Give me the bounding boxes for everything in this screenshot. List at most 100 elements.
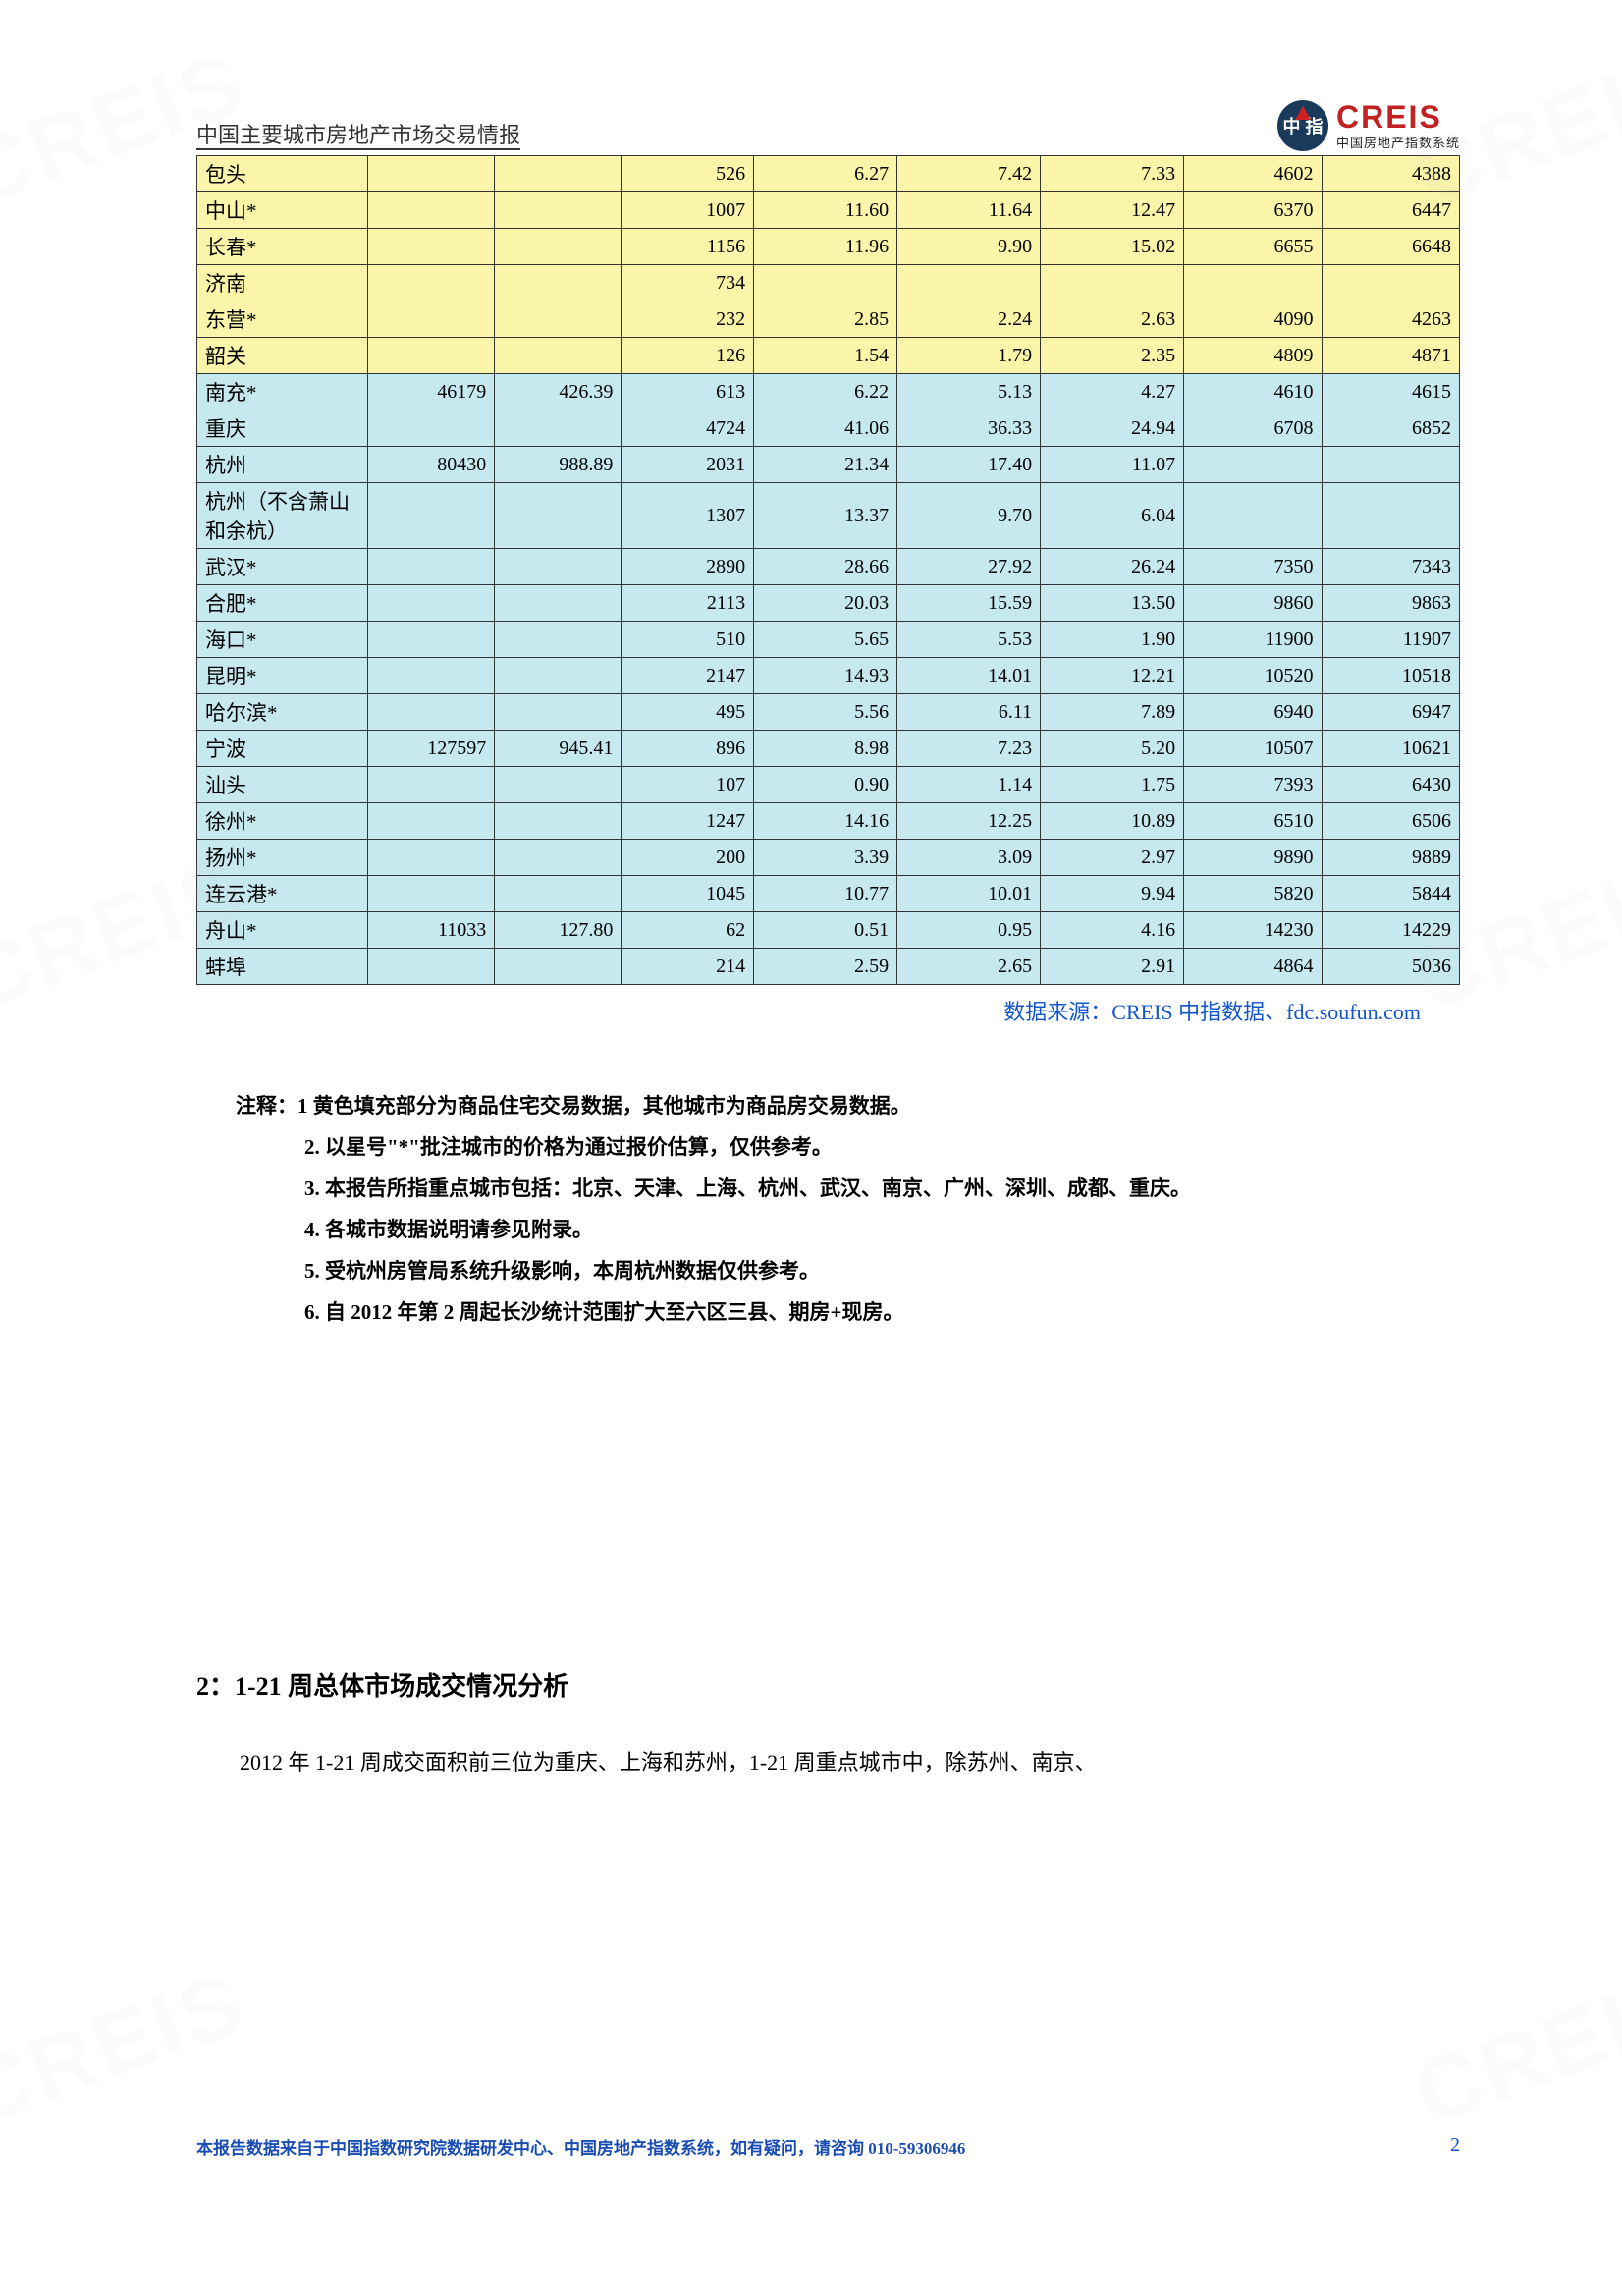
data-cell: 7393 xyxy=(1184,767,1322,803)
data-cell: 14.01 xyxy=(897,658,1041,694)
data-cell xyxy=(368,803,495,840)
data-cell: 9860 xyxy=(1184,585,1322,622)
data-cell: 510 xyxy=(622,622,754,658)
data-cell: 0.90 xyxy=(754,767,897,803)
data-cell: 2.63 xyxy=(1041,301,1184,338)
data-cell: 7.42 xyxy=(897,156,1041,192)
data-cell: 9.90 xyxy=(897,229,1041,265)
table-row: 汕头1070.901.141.7573936430 xyxy=(197,767,1460,803)
data-cell xyxy=(495,585,622,622)
data-cell: 14229 xyxy=(1322,912,1459,949)
data-cell: 12.47 xyxy=(1041,192,1184,229)
data-cell: 2.59 xyxy=(754,949,897,985)
data-cell: 10621 xyxy=(1322,731,1459,767)
data-cell xyxy=(1184,447,1322,483)
header-title: 中国主要城市房地产市场交易情报 xyxy=(196,118,520,151)
data-cell xyxy=(368,585,495,622)
watermark: CREIS xyxy=(0,1952,259,2147)
table-row: 宁波127597945.418968.987.235.201050710621 xyxy=(197,731,1460,767)
data-cell: 17.40 xyxy=(897,447,1041,483)
note-item: 3. 本报告所指重点城市包括：北京、天津、上海、杭州、武汉、南京、广州、深圳、成… xyxy=(236,1168,1460,1209)
data-cell: 945.41 xyxy=(495,731,622,767)
data-cell: 21.34 xyxy=(754,447,897,483)
data-cell: 2031 xyxy=(622,447,754,483)
city-cell: 舟山* xyxy=(197,912,368,949)
data-cell xyxy=(1322,447,1459,483)
data-cell xyxy=(495,949,622,985)
data-cell: 1045 xyxy=(622,876,754,912)
data-cell: 11900 xyxy=(1184,622,1322,658)
data-cell: 11033 xyxy=(368,912,495,949)
data-cell: 10507 xyxy=(1184,731,1322,767)
city-cell: 韶关 xyxy=(197,338,368,374)
data-cell xyxy=(495,622,622,658)
data-cell: 15.02 xyxy=(1041,229,1184,265)
data-cell xyxy=(495,156,622,192)
data-cell xyxy=(495,803,622,840)
data-cell: 6655 xyxy=(1184,229,1322,265)
data-cell: 6510 xyxy=(1184,803,1322,840)
data-cell xyxy=(1322,483,1459,549)
data-cell: 4864 xyxy=(1184,949,1322,985)
page-footer: 本报告数据来自于中国指数研究院数据研发中心、中国房地产指数系统，如有疑问，请咨询… xyxy=(196,2134,1460,2159)
data-cell: 5.53 xyxy=(897,622,1041,658)
data-cell: 0.95 xyxy=(897,912,1041,949)
data-cell xyxy=(495,840,622,876)
data-cell xyxy=(368,338,495,374)
data-cell xyxy=(495,549,622,585)
data-cell xyxy=(368,622,495,658)
logo-main-text: CREIS xyxy=(1336,101,1460,133)
city-cell: 汕头 xyxy=(197,767,368,803)
data-cell xyxy=(897,265,1041,301)
data-cell: 1.90 xyxy=(1041,622,1184,658)
data-cell: 11907 xyxy=(1322,622,1459,658)
data-cell: 2.24 xyxy=(897,301,1041,338)
data-cell: 2.65 xyxy=(897,949,1041,985)
data-source: 数据来源：CREIS 中指数据、fdc.soufun.com xyxy=(196,995,1460,1026)
data-cell: 24.94 xyxy=(1041,410,1184,447)
data-cell: 28.66 xyxy=(754,549,897,585)
data-cell: 200 xyxy=(622,840,754,876)
data-cell: 4610 xyxy=(1184,374,1322,410)
data-cell: 6852 xyxy=(1322,410,1459,447)
data-cell xyxy=(495,410,622,447)
data-cell: 26.24 xyxy=(1041,549,1184,585)
data-cell: 2147 xyxy=(622,658,754,694)
data-cell xyxy=(368,658,495,694)
city-cell: 中山* xyxy=(197,192,368,229)
city-cell: 东营* xyxy=(197,301,368,338)
city-cell: 蚌埠 xyxy=(197,949,368,985)
table-row: 东营*2322.852.242.6340904263 xyxy=(197,301,1460,338)
section-title: 2：1-21 周总体市场成交情况分析 xyxy=(196,1667,1460,1703)
data-cell: 11.07 xyxy=(1041,447,1184,483)
data-cell: 6648 xyxy=(1322,229,1459,265)
data-cell: 4615 xyxy=(1322,374,1459,410)
data-cell xyxy=(1184,265,1322,301)
data-cell: 7350 xyxy=(1184,549,1322,585)
data-cell: 5.20 xyxy=(1041,731,1184,767)
table-row: 海口*5105.655.531.901190011907 xyxy=(197,622,1460,658)
data-cell xyxy=(368,694,495,731)
data-cell: 734 xyxy=(622,265,754,301)
table-row: 武汉*289028.6627.9226.2473507343 xyxy=(197,549,1460,585)
data-cell: 12.25 xyxy=(897,803,1041,840)
data-cell: 7343 xyxy=(1322,549,1459,585)
data-cell: 1307 xyxy=(622,483,754,549)
table-row: 合肥*211320.0315.5913.5098609863 xyxy=(197,585,1460,622)
data-cell: 6.27 xyxy=(754,156,897,192)
data-cell: 4263 xyxy=(1322,301,1459,338)
data-cell: 426.39 xyxy=(495,374,622,410)
data-cell xyxy=(495,265,622,301)
data-cell: 9889 xyxy=(1322,840,1459,876)
city-cell: 哈尔滨* xyxy=(197,694,368,731)
data-cell: 127597 xyxy=(368,731,495,767)
data-cell: 10520 xyxy=(1184,658,1322,694)
data-cell: 6430 xyxy=(1322,767,1459,803)
data-cell: 9.70 xyxy=(897,483,1041,549)
logo-sub-text: 中国房地产指数系统 xyxy=(1336,133,1460,151)
data-cell: 107 xyxy=(622,767,754,803)
data-cell: 15.59 xyxy=(897,585,1041,622)
data-cell: 0.51 xyxy=(754,912,897,949)
data-cell: 5036 xyxy=(1322,949,1459,985)
data-cell xyxy=(368,265,495,301)
